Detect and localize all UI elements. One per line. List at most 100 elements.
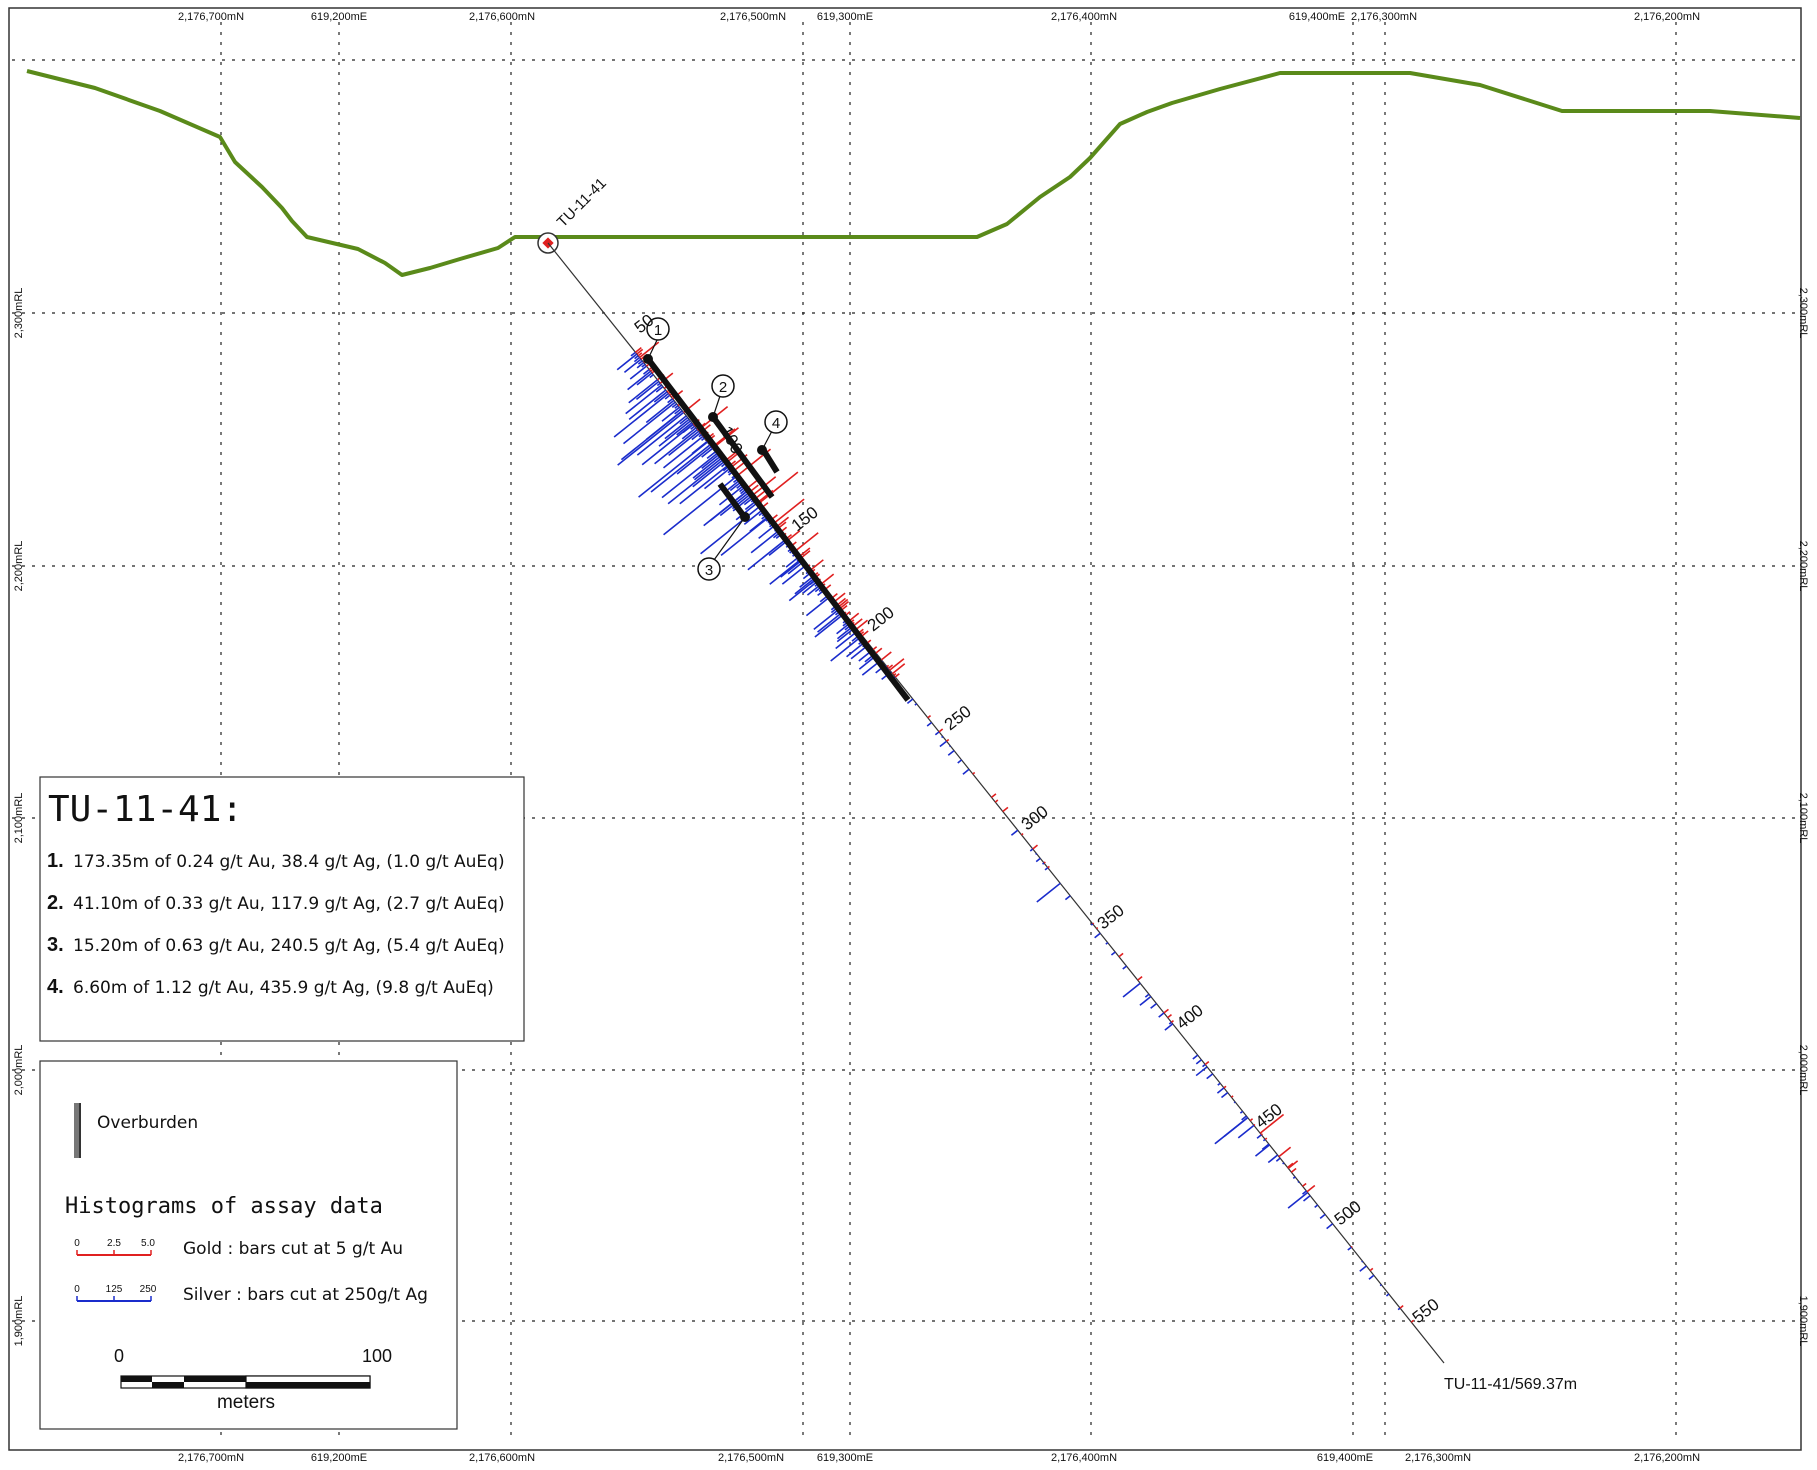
- silver-assay-bar: [1292, 1176, 1296, 1180]
- silver-assay-bar: [1326, 1223, 1334, 1230]
- silver-assay-bar: [926, 721, 933, 727]
- silver-assay-bar: [1035, 853, 1038, 855]
- gold-assay-bar: [1287, 1160, 1299, 1169]
- silver-assay-bar: [676, 422, 693, 436]
- silver-assay-bar: [649, 374, 654, 379]
- silver-assay-bar: [914, 703, 918, 706]
- overburden-swatch: [74, 1103, 80, 1158]
- silver-assay-bar: [661, 406, 680, 422]
- gold-assay-bar: [1290, 1167, 1297, 1173]
- gold-assay-bar: [927, 714, 932, 719]
- silver-assay-bar: [1150, 1002, 1157, 1009]
- gold-assay-bar: [839, 601, 850, 609]
- silver-assay-bar: [750, 530, 779, 554]
- gold-assay-bar: [1021, 833, 1024, 836]
- depth-label: 250: [941, 702, 975, 734]
- gold-assay-bar: [663, 386, 667, 390]
- gold-assay-bar: [1002, 806, 1009, 813]
- silver-assay-bar: [655, 386, 664, 393]
- silver-assay-bar: [743, 497, 753, 506]
- gold-assay-bar: [636, 348, 644, 355]
- gold-assay-bar: [889, 658, 905, 671]
- silver-assay-bar: [625, 384, 663, 415]
- top-label: 2,176,600mN: [469, 11, 535, 23]
- bottom-label: 2,176,200mN: [1634, 1452, 1700, 1464]
- gold-assay-bar: [860, 631, 865, 635]
- histogram-legend-title: Histograms of assay data: [65, 1194, 383, 1219]
- intercept-marker: 3: [705, 562, 713, 579]
- silver-assay-bar: [1368, 1274, 1375, 1280]
- silver-assay-bar: [634, 355, 639, 360]
- silver-assay-bar: [1195, 1059, 1202, 1065]
- silver-assay-bar: [679, 465, 728, 505]
- silver-assay-bar: [628, 379, 658, 404]
- result-number: 2.: [47, 892, 64, 914]
- silver-assay-bar: [641, 423, 694, 466]
- rl-label: 1,900mRL: [1797, 1296, 1809, 1347]
- gold-assay-bar: [1306, 1184, 1316, 1193]
- gold-assay-bar: [1230, 1095, 1234, 1098]
- silver-assay-bar: [658, 420, 691, 447]
- silver-assay-bar: [629, 365, 647, 380]
- silver-assay-bar: [1267, 1154, 1279, 1164]
- silver-assay-bar: [780, 559, 803, 578]
- silver-assay-bar: [1035, 857, 1041, 863]
- intercept-marker: 4: [772, 415, 780, 432]
- gold-assay-bar: [853, 618, 863, 627]
- silver-assay-bar: [627, 370, 652, 391]
- silver-assay-bar: [735, 502, 757, 521]
- gold-assay-bar: [634, 346, 642, 353]
- gold-assay-bar: [872, 646, 878, 651]
- gold-assay-bar: [772, 498, 805, 525]
- rl-label: 2,100mRL: [1797, 793, 1809, 844]
- silver-assay-bar: [663, 435, 704, 469]
- silver-assay-bar: [1064, 895, 1071, 901]
- silver-assay-bar: [941, 735, 944, 739]
- silver-assay-bar: [1090, 923, 1094, 926]
- silver-assay-bar: [636, 362, 645, 369]
- horizontal-grid: [12, 59, 1798, 1322]
- rl-label: 2,300mRL: [13, 288, 25, 339]
- silver-assay-bar: [690, 425, 696, 430]
- silver-assay-bar: [743, 509, 763, 526]
- silver-assay-bar: [758, 525, 775, 539]
- gold-assay-bar: [1249, 1118, 1254, 1122]
- silver-assay-bar: [781, 564, 807, 585]
- silver-assay-bar: [613, 392, 669, 438]
- gold-assay-bar: [1163, 1008, 1169, 1014]
- silver-assay-bar: [747, 539, 786, 571]
- map-frame: [8, 7, 1802, 1451]
- silver-assay-bar: [1347, 1246, 1352, 1251]
- results-title: TU-11-41:: [48, 789, 243, 830]
- silver-assay-bar: [636, 415, 687, 456]
- silver-assay-bar: [1361, 1260, 1364, 1263]
- silver-assay-bar: [674, 408, 682, 415]
- silver-assay-bar: [692, 461, 724, 488]
- rl-label: 2,200mRL: [13, 541, 25, 592]
- top-label: 619,400mE: [1289, 11, 1345, 23]
- gold-scale-tick: 0: [74, 1238, 80, 1249]
- silver-assay-bar: [1223, 1116, 1249, 1137]
- silver-assay-bar: [693, 458, 722, 481]
- top-label: 2,176,700mN: [178, 11, 244, 23]
- top-label: 2,176,500mN: [720, 11, 786, 23]
- top-label: 619,200mE: [311, 11, 367, 23]
- gold-assay-bar: [1350, 1245, 1353, 1248]
- gold-assay-bar: [1260, 1133, 1263, 1136]
- silver-assay-bar: [1206, 1073, 1214, 1080]
- silver-assay-bar: [667, 398, 674, 404]
- bottom-coordinate-labels: 2,176,700mN 619,200mE 2,176,600mN 2,176,…: [178, 1452, 1700, 1464]
- silver-assay-bar: [1275, 1157, 1281, 1162]
- silver-assay-bar: [668, 430, 700, 456]
- gold-assay-bar: [856, 619, 869, 630]
- silver-assay-bar: [703, 490, 748, 527]
- bottom-label: 2,176,700mN: [178, 1452, 244, 1464]
- silver-assay-bar: [1122, 965, 1127, 970]
- silver-assay-bar: [1202, 1063, 1206, 1068]
- silver-assay-bar: [691, 432, 701, 441]
- silver-assay-bar: [948, 745, 951, 748]
- gold-assay-bar: [893, 672, 897, 676]
- silver-assay-bar: [769, 558, 802, 585]
- silver-assay-bar: [934, 731, 940, 736]
